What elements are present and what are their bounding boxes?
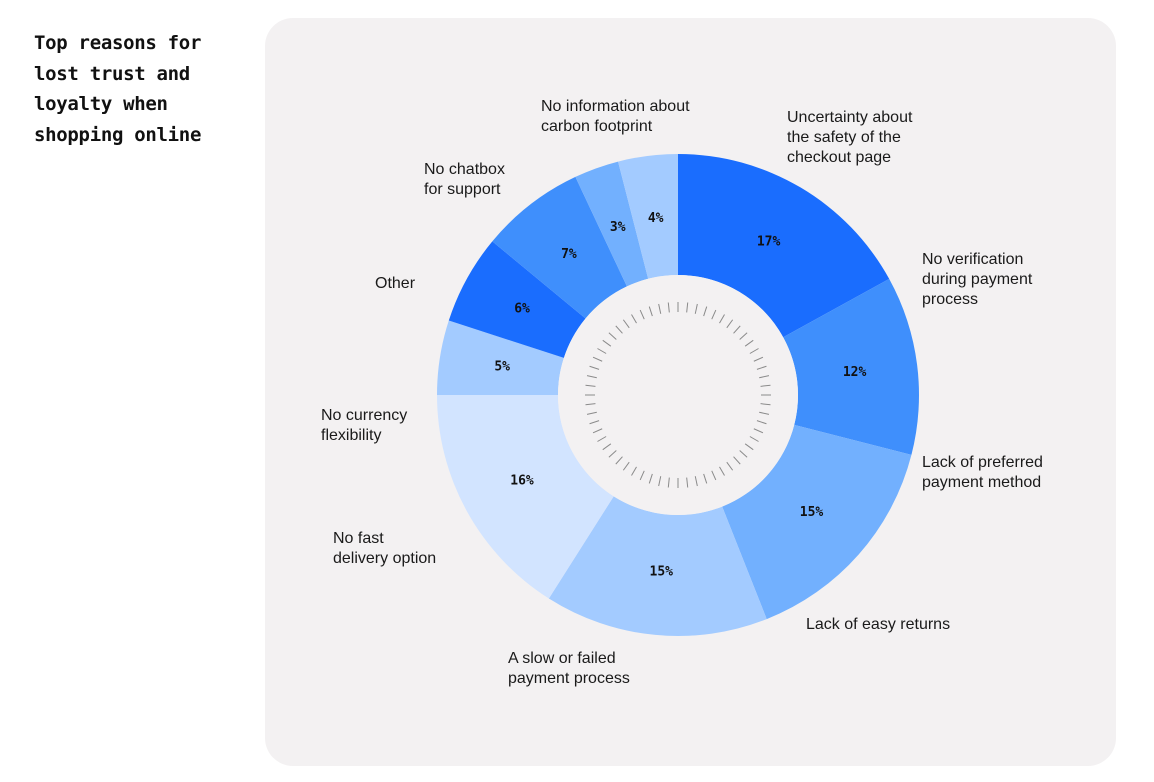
dial-tick <box>733 325 741 334</box>
donut-slice-fast-delivery <box>437 320 564 395</box>
donut-slice-other <box>492 176 627 319</box>
category-label-no-verification: No verification during payment process <box>922 251 1033 308</box>
dial-tick <box>719 314 725 324</box>
dial-tick <box>602 339 612 347</box>
category-label-fast-delivery: No fast delivery option <box>333 530 437 567</box>
dial-tick <box>686 477 689 488</box>
tick-dial <box>585 302 771 488</box>
dial-tick <box>648 306 653 317</box>
dial-tick <box>631 466 637 476</box>
category-label-currency-flexibility: No currency flexibility <box>321 407 408 444</box>
dial-tick <box>753 428 764 434</box>
category-label-easy-returns: Lack of easy returns <box>806 616 951 633</box>
category-label-chatbox: No chatbox for support <box>424 161 505 198</box>
dial-tick <box>658 303 662 314</box>
dial-tick <box>739 332 748 340</box>
dial-tick <box>667 477 670 488</box>
dial-tick <box>744 443 754 451</box>
donut-slice-chatbox <box>575 161 649 287</box>
dial-tick <box>694 476 698 487</box>
dial-tick <box>726 319 734 329</box>
dial-tick <box>622 461 630 471</box>
dial-tick <box>592 428 603 434</box>
dial-tick <box>760 384 771 387</box>
dial-tick <box>760 403 771 406</box>
value-label-checkout-safety: 17% <box>757 234 781 249</box>
dial-tick <box>759 411 770 415</box>
dial-tick <box>608 450 617 458</box>
chart-title: Top reasons for lost trust and loyalty w… <box>34 32 202 146</box>
donut-slice-checkout-safety <box>678 154 890 338</box>
dial-tick <box>639 470 645 481</box>
value-label-easy-returns: 15% <box>650 565 674 580</box>
dial-tick <box>585 384 596 387</box>
dial-tick <box>759 375 770 379</box>
dial-tick <box>756 420 767 425</box>
dial-tick <box>615 325 623 334</box>
category-label-checkout-safety: Uncertainty about the safety of the chec… <box>787 109 913 166</box>
dial-tick <box>631 314 637 324</box>
dial-tick <box>667 302 670 313</box>
dial-tick <box>711 309 717 320</box>
donut-slice-currency-flexibility <box>448 241 586 358</box>
dial-tick <box>711 470 717 481</box>
value-label-carbon-footprint: 4% <box>648 211 664 226</box>
dial-tick <box>589 420 600 425</box>
category-label-preferred-payment: Lack of preferred payment method <box>922 454 1043 491</box>
dial-tick <box>608 332 617 340</box>
dial-tick <box>648 473 653 484</box>
value-label-slow-payment: 16% <box>510 473 534 488</box>
dial-tick <box>753 356 764 362</box>
value-label-preferred-payment: 15% <box>800 505 824 520</box>
dial-tick <box>602 443 612 451</box>
dial-tick <box>703 306 708 317</box>
value-label-currency-flexibility: 6% <box>514 302 530 317</box>
dial-tick <box>597 348 607 354</box>
dial-tick <box>703 473 708 484</box>
dial-tick <box>733 456 741 465</box>
dial-tick <box>658 476 662 487</box>
category-label-slow-payment: A slow or failed payment process <box>508 650 630 687</box>
donut-hole <box>558 275 798 515</box>
donut-slice-no-verification <box>783 278 919 455</box>
dial-tick <box>589 365 600 370</box>
dial-tick <box>744 339 754 347</box>
dial-tick <box>726 461 734 471</box>
donut-slice-slow-payment <box>437 395 614 599</box>
donut-slice-easy-returns <box>548 496 767 636</box>
dial-tick <box>686 302 689 313</box>
dial-tick <box>592 356 603 362</box>
dial-tick <box>739 450 748 458</box>
dial-tick <box>585 403 596 406</box>
value-label-other: 7% <box>561 247 577 262</box>
dial-tick <box>597 436 607 442</box>
dial-tick <box>719 466 725 476</box>
value-label-fast-delivery: 5% <box>494 360 510 375</box>
dial-tick <box>622 319 630 329</box>
dial-tick <box>694 303 698 314</box>
dial-tick <box>749 348 759 354</box>
value-label-chatbox: 3% <box>610 220 626 235</box>
dial-tick <box>586 411 597 415</box>
category-label-other: Other <box>375 275 416 292</box>
donut-slice-preferred-payment <box>722 424 912 620</box>
dial-tick <box>749 436 759 442</box>
category-label-carbon-footprint: No information about carbon footprint <box>541 98 690 135</box>
dial-tick <box>586 375 597 379</box>
dial-tick <box>615 456 623 465</box>
value-label-no-verification: 12% <box>843 365 867 380</box>
donut-slice-carbon-footprint <box>618 154 678 279</box>
dial-tick <box>639 309 645 320</box>
dial-tick <box>756 365 767 370</box>
